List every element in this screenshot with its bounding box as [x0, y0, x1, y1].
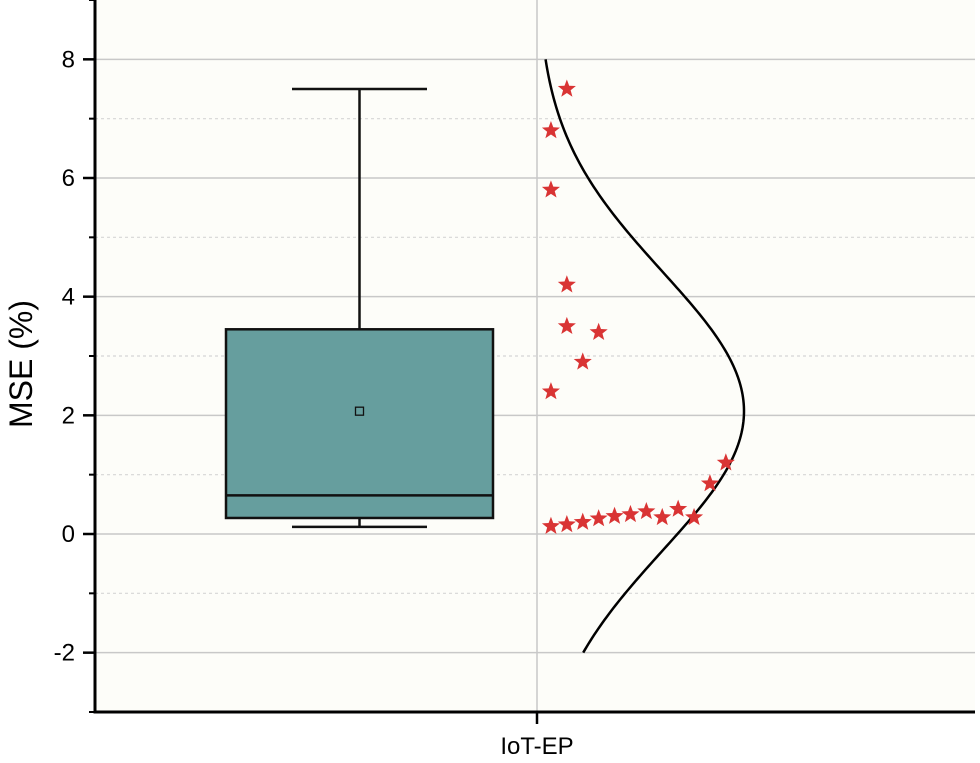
data-point: [685, 507, 704, 526]
normal-distribution-curve: [544, 59, 746, 654]
data-point: [621, 504, 640, 523]
y-tick-label: 2: [62, 402, 75, 429]
data-point: [541, 121, 560, 139]
data-point: [716, 453, 735, 471]
data-point: [589, 322, 608, 340]
data-point: [700, 474, 719, 492]
data-point: [605, 506, 624, 524]
data-point: [557, 79, 576, 97]
mean-marker: [354, 406, 365, 416]
data-point: [653, 507, 672, 526]
data-point: [669, 499, 688, 517]
data-point: [637, 501, 656, 520]
data-point: [541, 180, 560, 198]
y-tick-label: 6: [62, 165, 75, 192]
x-category-label: IoT-EP: [500, 733, 573, 760]
data-point: [589, 509, 608, 527]
chart-marks: [224, 59, 746, 654]
data-point: [541, 382, 560, 400]
data-point: [557, 275, 576, 293]
axes: -2 0 2 4 6 8 IoT-EP: [54, 0, 975, 760]
data-point: [541, 516, 560, 534]
data-point: [573, 512, 592, 530]
data-point: [557, 316, 576, 335]
y-axis-title: MSE (%): [3, 300, 39, 428]
data-point: [557, 515, 576, 533]
iqr-box: [224, 328, 495, 520]
y-tick-label: 8: [62, 46, 75, 73]
y-tick-label: -2: [54, 640, 75, 667]
y-tick-label: 0: [62, 521, 75, 548]
y-tick-label: 4: [62, 284, 75, 311]
data-point: [573, 352, 592, 370]
